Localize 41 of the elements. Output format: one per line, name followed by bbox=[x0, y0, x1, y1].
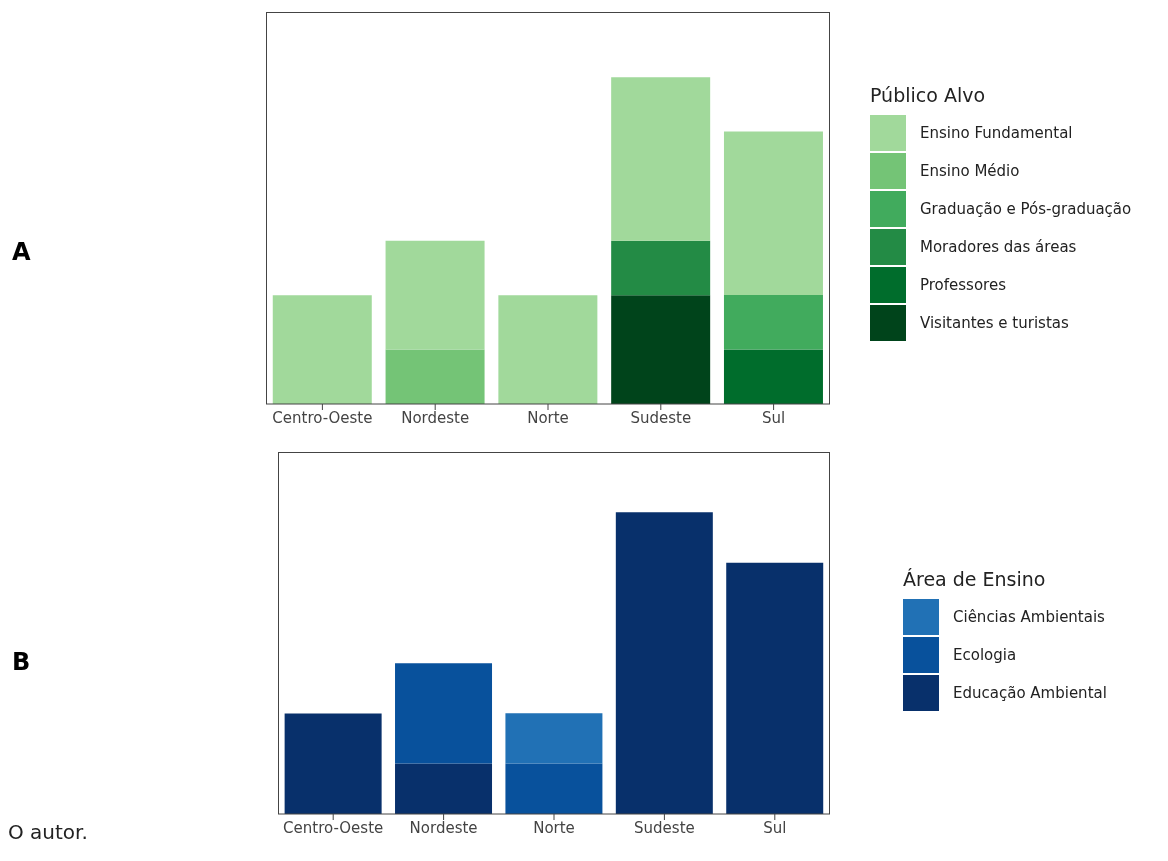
x-tick-label: Sudeste bbox=[630, 408, 692, 427]
bar bbox=[385, 349, 485, 404]
legend-label: Visitantes e turistas bbox=[920, 314, 1069, 332]
bar bbox=[284, 713, 382, 814]
bar bbox=[611, 240, 711, 296]
x-tick-label: Sul bbox=[763, 818, 787, 837]
text: A bbox=[12, 238, 31, 266]
x-tick-label: Nordeste bbox=[409, 818, 478, 837]
x-tick-label: Nordeste bbox=[401, 408, 470, 427]
x-tick-label: Centro-Oeste bbox=[272, 408, 373, 427]
legend-label: Ensino Médio bbox=[920, 162, 1020, 180]
bar bbox=[395, 663, 493, 764]
bar bbox=[611, 77, 711, 241]
bar bbox=[395, 763, 493, 814]
bar bbox=[385, 240, 485, 350]
legend-title: Público Alvo bbox=[870, 84, 987, 106]
legend-label: Ecologia bbox=[953, 646, 1017, 664]
bar bbox=[611, 295, 711, 404]
legend-label: Professores bbox=[920, 276, 1006, 294]
bar bbox=[505, 763, 603, 814]
x-tick-label: Norte bbox=[527, 408, 569, 427]
bar bbox=[272, 295, 372, 404]
x-tick-label: Norte bbox=[533, 818, 575, 837]
bar bbox=[615, 512, 713, 814]
bar bbox=[723, 349, 823, 404]
bar bbox=[505, 713, 603, 764]
legend-label: Moradores das áreas bbox=[920, 238, 1077, 256]
text: B bbox=[12, 648, 31, 676]
legend-label: Ensino Fundamental bbox=[920, 124, 1073, 142]
bar bbox=[723, 294, 823, 350]
bar bbox=[723, 131, 823, 295]
bar bbox=[498, 295, 598, 404]
legend-label: Educação Ambiental bbox=[953, 684, 1107, 702]
text: O autor. bbox=[8, 820, 88, 844]
legend-title: Área de Ensino bbox=[903, 568, 1047, 590]
legend-label: Ciências Ambientais bbox=[953, 608, 1105, 626]
legend-label: Graduação e Pós-graduação bbox=[920, 200, 1132, 218]
bar bbox=[726, 562, 824, 814]
x-tick-label: Sul bbox=[762, 408, 786, 427]
x-tick-label: Sudeste bbox=[634, 818, 695, 837]
x-tick-label: Centro-Oeste bbox=[283, 818, 384, 837]
